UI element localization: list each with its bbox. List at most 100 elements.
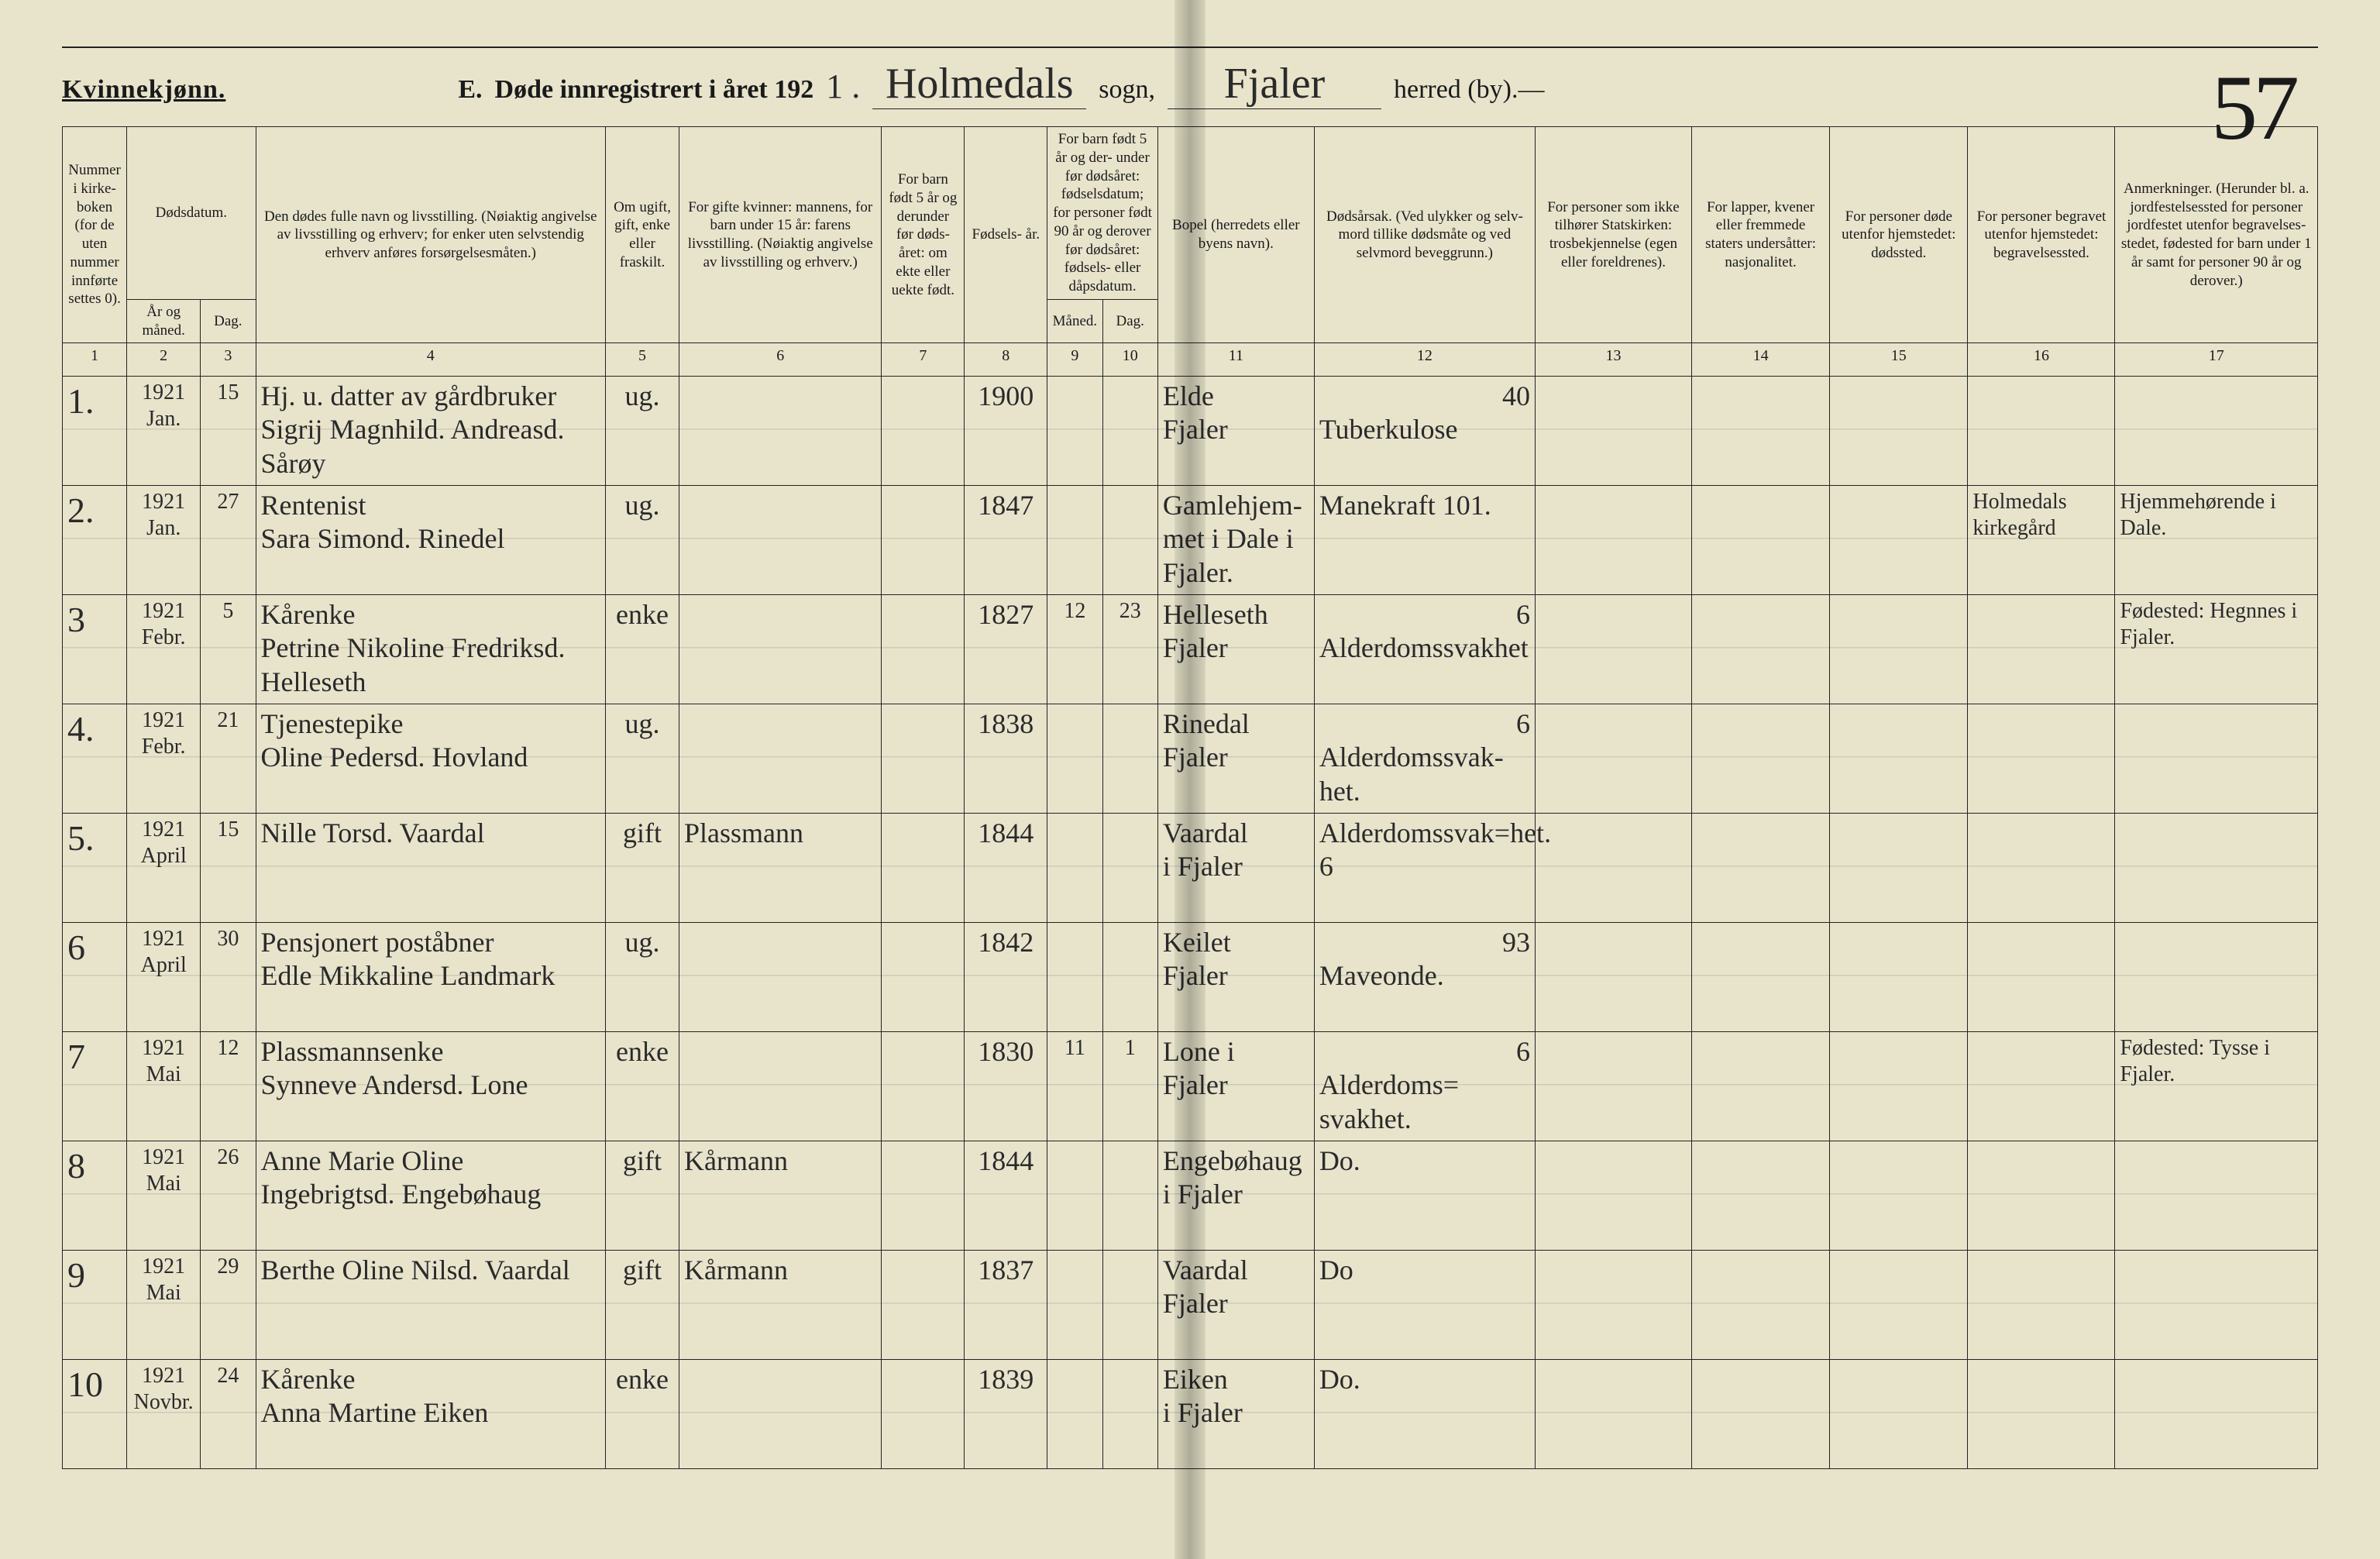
row-number: 3 [67,600,93,639]
row-number: 9 [67,1255,93,1295]
handwritten-text: Gamlehjem- [1163,490,1302,521]
cell: enke [605,1032,679,1141]
cell [679,704,882,814]
handwritten-text: 26 [217,1145,239,1169]
handwritten-text: Ingebrigtsd. Engebøhaug [261,1179,542,1210]
handwritten-text: Edle Mikkaline Landmark [261,960,555,991]
table-row: 1.1921Jan.15Hj. u. datter av gårdbrukerS… [63,377,2318,486]
row-number: 4. [67,709,102,749]
handwritten-text: Hj. u. datter av gårdbruker [261,380,557,411]
cell: Kårmann [679,1141,882,1251]
cell [1691,704,1829,814]
cell: Do [1314,1251,1535,1360]
handwritten-text: Do. [1319,1364,1360,1395]
cell: EldeFjaler [1157,377,1314,486]
handwritten-text: 1921 [142,817,185,841]
handwritten-text: 1827 [978,599,1034,630]
cell [1047,1251,1102,1360]
cell [1968,814,2115,923]
table-row: 71921Mai12PlassmannsenkeSynneve Andersd.… [63,1032,2318,1141]
handwritten-text: 1921 [142,1254,185,1279]
cell [1830,1360,1968,1469]
handwritten-text: April [141,953,187,977]
handwritten-text: Maveonde. [1319,960,1444,991]
handwritten-text: Rentenist [261,490,366,521]
handwritten-text: Petrine Nikoline Fredriksd. Helleseth [261,632,566,697]
cell [1102,1251,1157,1360]
cell [2115,1251,2318,1360]
handwritten-text: 1830 [978,1036,1034,1067]
cell: 40Tuberkulose [1314,377,1535,486]
handwritten-text: Mai [146,1172,181,1196]
cell: Fødested: Hegnnes i Fjaler. [2115,595,2318,704]
cell [1968,1360,2115,1469]
col-13-header: For personer som ikke tilhører Statskirk… [1535,127,1691,343]
colnum: 16 [1968,343,2115,377]
cell [1535,1360,1691,1469]
cell: Vaardali Fjaler [1157,814,1314,923]
cell [1830,923,1968,1032]
handwritten-text: met i Dale i Fjaler. [1163,523,1294,587]
cell: 1842 [965,923,1047,1032]
page-header: Kvinnekjønn. E. Døde innregistrert i åre… [62,54,2318,120]
cell [2115,923,2318,1032]
cell [1047,1360,1102,1469]
cell [1102,1141,1157,1251]
cell [882,1251,965,1360]
handwritten-text: 5 [222,599,233,623]
handwritten-text: 1921 [142,927,185,951]
cell: 1827 [965,595,1047,704]
cell: RentenistSara Simond. Rinedel [256,486,605,595]
cell: 1839 [965,1360,1047,1469]
row-number: 10 [67,1365,111,1404]
herred-label: herred (by).— [1394,75,1544,105]
handwritten-text: Fjaler [1163,632,1228,663]
cell: 24 [201,1360,256,1469]
table-row: 61921April30Pensjonert poståbnerEdle Mik… [63,923,2318,1032]
cell [1535,704,1691,814]
handwritten-text: Febr. [142,625,186,649]
cell: 11 [1047,1032,1102,1141]
cell [1830,1251,1968,1360]
cell: Do. [1314,1141,1535,1251]
handwritten-text: Plassmann [684,817,803,848]
cell: ug. [605,377,679,486]
handwritten-text: 24 [217,1364,239,1388]
cell [1968,377,2115,486]
colnum: 12 [1314,343,1535,377]
colnum: 1 [63,343,127,377]
col-6-header: For gifte kvinner: mannens, for barn und… [679,127,882,343]
handwritten-text: 29 [217,1254,239,1279]
handwritten-text: Fjaler [1163,742,1228,773]
row-number: 8 [67,1146,93,1186]
handwritten-text: 93 [1502,927,1530,958]
handwritten-text: Fjaler [1163,1069,1228,1100]
cell [1047,1141,1102,1251]
handwritten-text: 1 [1125,1036,1136,1060]
handwritten-text: i Fjaler [1163,1397,1243,1428]
handwritten-text: Nille Torsd. Vaardal [261,817,485,848]
cell: TjenestepikeOline Pedersd. Hovland [256,704,605,814]
cell [1535,814,1691,923]
cell: 5 [201,595,256,704]
cell: Anne Marie OlineIngebrigtsd. Engebøhaug [256,1141,605,1251]
cell: 1837 [965,1251,1047,1360]
cell [1047,704,1102,814]
cell [1102,486,1157,595]
cell [882,1360,965,1469]
cell [1830,814,1968,923]
cell [2115,704,2318,814]
cell: Hjemmehørende i Dale. [2115,486,2318,595]
col-12-header: Dødsårsak. (Ved ulykker og selv- mord ti… [1314,127,1535,343]
cell: Plassmann [679,814,882,923]
handwritten-text: Alderdomssvakhet [1319,632,1529,663]
cell: 15 [201,377,256,486]
cell [1102,923,1157,1032]
cell: 1921Mai [127,1032,201,1141]
handwritten-text: Fjaler [1163,960,1228,991]
cell [2115,1141,2318,1251]
handwritten-text: Elde [1163,380,1214,411]
handwritten-text: Sara Simond. Rinedel [261,523,505,554]
title-block: E. Døde innregistrert i året 1921 . Holm… [241,59,2318,109]
cell [1102,1360,1157,1469]
